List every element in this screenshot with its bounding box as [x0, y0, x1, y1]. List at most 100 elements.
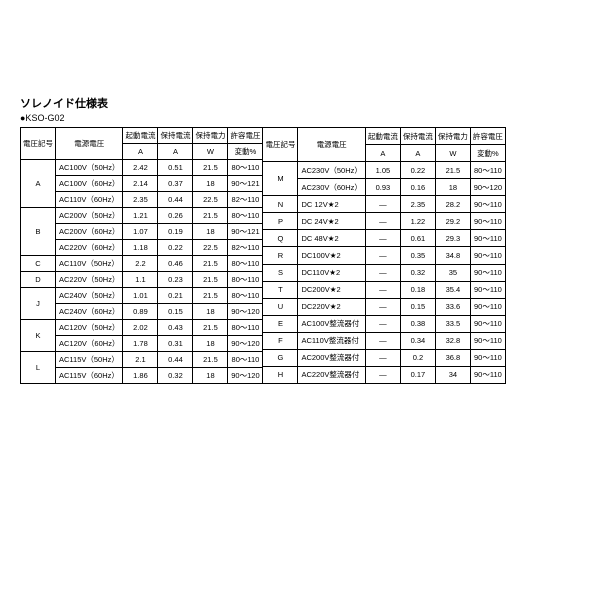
val-cell: 0.15: [158, 304, 193, 320]
val-cell: 28.2: [435, 196, 470, 213]
hdr-tol-unit: 変動%: [470, 145, 505, 162]
symbol-cell: B: [21, 208, 56, 256]
psv-cell: AC230V（50Hz）: [298, 162, 365, 179]
hdr-tol: 許容電圧: [470, 128, 505, 145]
table-row: JAC240V（50Hz）1.010.2121.580～110: [21, 288, 263, 304]
table-title: ソレノイド仕様表: [20, 95, 580, 111]
hdr-start-a: 起動電流: [123, 128, 158, 144]
table-row: PDC 24V★2—1.2229.290～110: [263, 213, 505, 230]
table-row: AC230V（60Hz）0.930.161890～120: [263, 179, 505, 196]
val-cell: 21.5: [193, 352, 228, 368]
val-cell: 29.2: [435, 213, 470, 230]
symbol-cell: A: [21, 160, 56, 208]
val-cell: 0.44: [158, 352, 193, 368]
psv-cell: AC240V（50Hz）: [56, 288, 123, 304]
psv-cell: DC 48V★2: [298, 230, 365, 247]
psv-cell: AC220V（50Hz）: [56, 272, 123, 288]
val-cell: 0.43: [158, 320, 193, 336]
table-row: AC100V（60Hz）2.140.371890～121: [21, 176, 263, 192]
val-cell: 90～120: [228, 368, 263, 384]
psv-cell: DC 12V★2: [298, 196, 365, 213]
val-cell: 80～110: [228, 320, 263, 336]
hdr-hold-w: 保持電力: [435, 128, 470, 145]
symbol-cell: M: [263, 162, 298, 196]
symbol-cell: E: [263, 315, 298, 332]
hdr-symbol: 電圧記号: [21, 128, 56, 160]
table-row: EAC100V整流器付—0.3833.590～110: [263, 315, 505, 332]
val-cell: 80～110: [228, 208, 263, 224]
val-cell: 0.46: [158, 256, 193, 272]
val-cell: 0.32: [158, 368, 193, 384]
symbol-cell: Q: [263, 230, 298, 247]
val-cell: 0.17: [400, 366, 435, 383]
table-row: SDC110V★2—0.323590～110: [263, 264, 505, 281]
val-cell: 2.42: [123, 160, 158, 176]
symbol-cell: J: [21, 288, 56, 320]
val-cell: —: [365, 315, 400, 332]
hdr-tol-unit: 変動%: [228, 144, 263, 160]
symbol-cell: H: [263, 366, 298, 383]
val-cell: 0.22: [158, 240, 193, 256]
val-cell: 0.44: [158, 192, 193, 208]
hdr-hold-w-unit: W: [193, 144, 228, 160]
table-row: AAC100V（50Hz）2.420.5121.580～110: [21, 160, 263, 176]
val-cell: 0.32: [400, 264, 435, 281]
val-cell: 35.4: [435, 281, 470, 298]
val-cell: 0.51: [158, 160, 193, 176]
val-cell: 90～110: [470, 349, 505, 366]
psv-cell: AC100V（50Hz）: [56, 160, 123, 176]
table-row: RDC100V★2—0.3534.890～110: [263, 247, 505, 264]
table-row: AC220V（60Hz）1.180.2222.582～110: [21, 240, 263, 256]
hdr-hold-w: 保持電力: [193, 128, 228, 144]
psv-cell: AC110V（60Hz）: [56, 192, 123, 208]
val-cell: 1.1: [123, 272, 158, 288]
psv-cell: DC 24V★2: [298, 213, 365, 230]
left-table: 電圧記号電源電圧起動電流保持電流保持電力許容電圧AAW変動%AAC100V（50…: [20, 127, 263, 384]
val-cell: 80～110: [228, 272, 263, 288]
val-cell: 2.35: [123, 192, 158, 208]
psv-cell: AC230V（60Hz）: [298, 179, 365, 196]
hdr-start-a: 起動電流: [365, 128, 400, 145]
val-cell: 90～110: [470, 247, 505, 264]
val-cell: 21.5: [193, 320, 228, 336]
val-cell: 0.2: [400, 349, 435, 366]
val-cell: 80～110: [228, 256, 263, 272]
val-cell: 90～120: [228, 304, 263, 320]
val-cell: 0.21: [158, 288, 193, 304]
symbol-cell: R: [263, 247, 298, 264]
symbol-cell: N: [263, 196, 298, 213]
right-table: 電圧記号電源電圧起動電流保持電流保持電力許容電圧AAW変動%MAC230V（50…: [262, 127, 505, 384]
val-cell: 90～110: [470, 332, 505, 349]
val-cell: 1.78: [123, 336, 158, 352]
hdr-psv: 電源電圧: [298, 128, 365, 162]
symbol-cell: S: [263, 264, 298, 281]
table-row: AC200V（60Hz）1.070.191890～121: [21, 224, 263, 240]
symbol-cell: U: [263, 298, 298, 315]
val-cell: 1.05: [365, 162, 400, 179]
table-row: AC240V（60Hz）0.890.151890～120: [21, 304, 263, 320]
val-cell: 34: [435, 366, 470, 383]
val-cell: 0.19: [158, 224, 193, 240]
val-cell: 1.01: [123, 288, 158, 304]
val-cell: 80～110: [228, 352, 263, 368]
table-row: NDC 12V★2—2.3528.290～110: [263, 196, 505, 213]
table-row: DAC220V（50Hz）1.10.2321.580～110: [21, 272, 263, 288]
val-cell: 90～120: [228, 336, 263, 352]
val-cell: 90～110: [470, 298, 505, 315]
val-cell: 22.5: [193, 192, 228, 208]
val-cell: 90～110: [470, 213, 505, 230]
psv-cell: AC100V整流器付: [298, 315, 365, 332]
hdr-hold-w-unit: W: [435, 145, 470, 162]
symbol-cell: D: [21, 272, 56, 288]
val-cell: 21.5: [193, 160, 228, 176]
val-cell: 90～110: [470, 281, 505, 298]
val-cell: —: [365, 281, 400, 298]
val-cell: 82～110: [228, 240, 263, 256]
val-cell: 36.8: [435, 349, 470, 366]
val-cell: 0.26: [158, 208, 193, 224]
psv-cell: AC240V（60Hz）: [56, 304, 123, 320]
hdr-tol: 許容電圧: [228, 128, 263, 144]
val-cell: 21.5: [193, 256, 228, 272]
val-cell: —: [365, 196, 400, 213]
val-cell: 18: [193, 336, 228, 352]
